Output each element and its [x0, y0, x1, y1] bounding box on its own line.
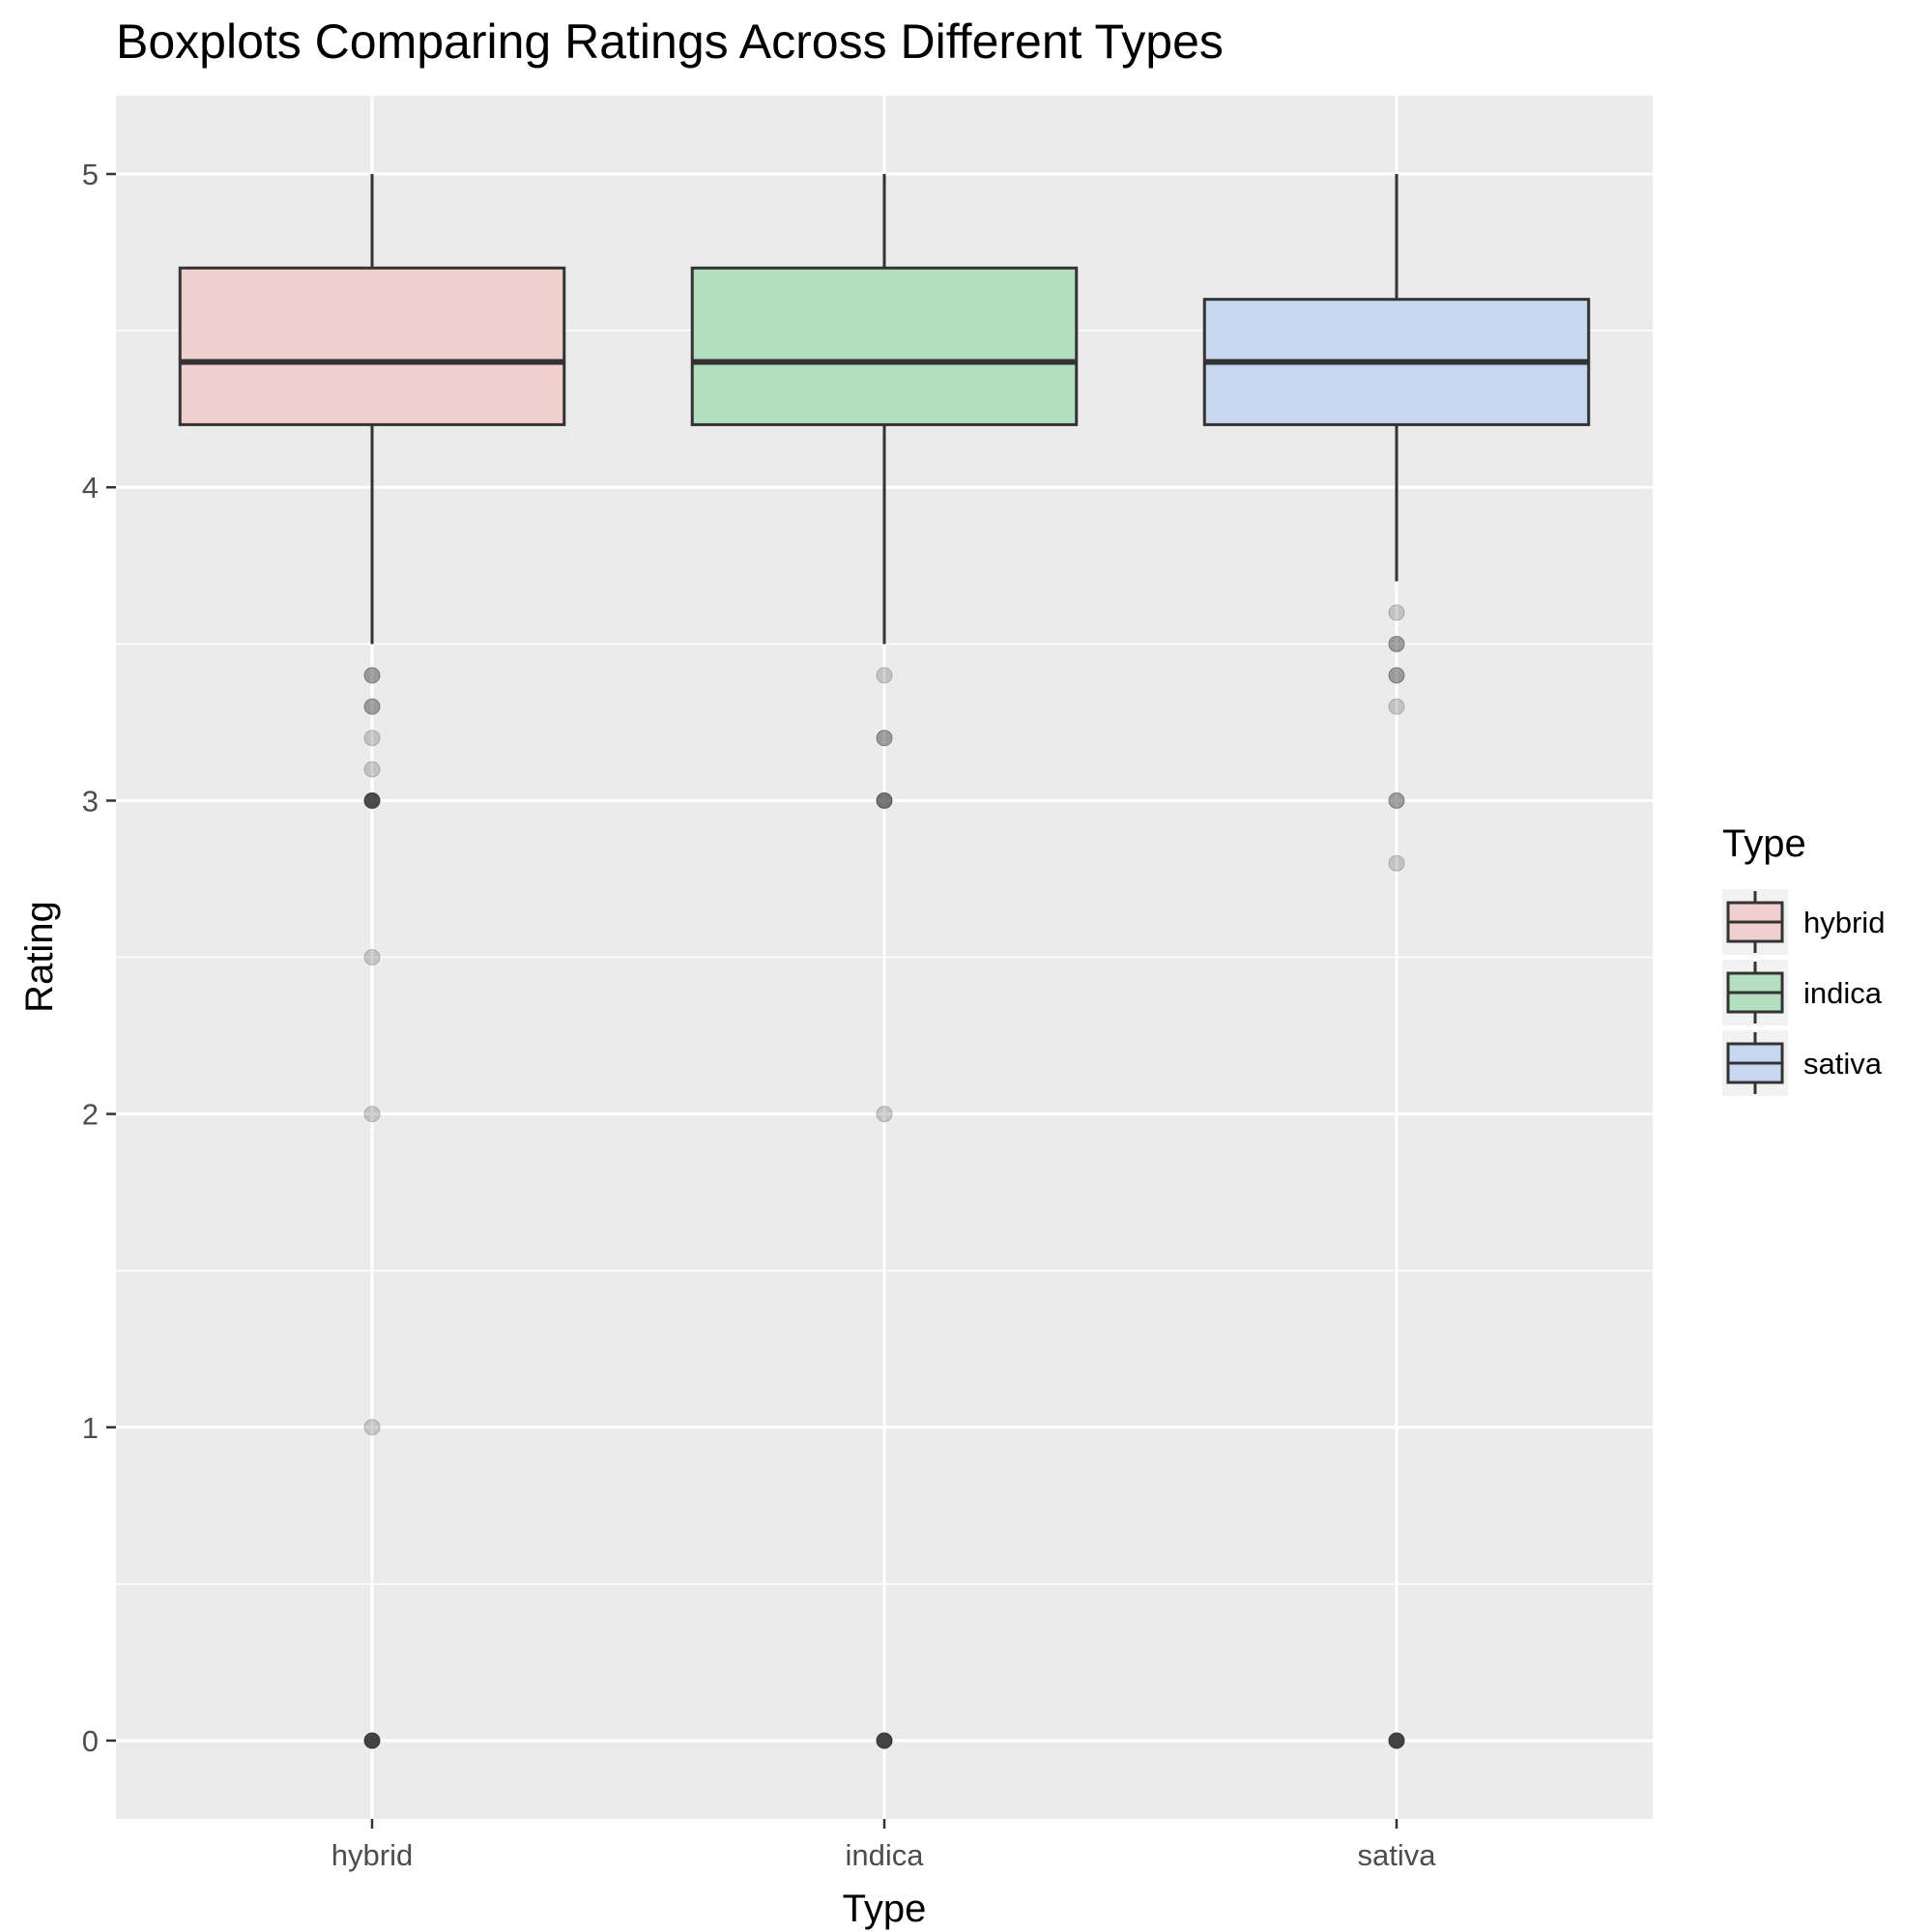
legend-label: hybrid [1803, 906, 1885, 939]
y-tick-label: 5 [82, 158, 99, 191]
outlier-point [363, 730, 381, 747]
x-axis: hybrid indica sativa [332, 1819, 1436, 1872]
y-tick-label: 3 [82, 784, 99, 818]
outlier-point [1388, 667, 1405, 684]
legend-item-hybrid: hybrid [1722, 889, 1885, 955]
outlier-point [876, 667, 893, 684]
boxes [178, 174, 1591, 1749]
x-tick-label: sativa [1358, 1838, 1437, 1872]
outlier-point [363, 761, 381, 778]
box-iqr [178, 266, 566, 426]
y-axis: 0 1 2 3 4 5 [82, 158, 116, 1758]
chart-title: Boxplots Comparing Ratings Across Differ… [116, 14, 1224, 69]
y-tick-label: 2 [82, 1098, 99, 1132]
outlier-point [363, 1419, 381, 1436]
outlier-point [363, 698, 381, 715]
x-tick-label: hybrid [332, 1838, 413, 1872]
outlier-point [363, 1732, 381, 1749]
legend: Type hybrid indica sativa [1722, 822, 1885, 1096]
box-sativa [1202, 174, 1591, 1749]
outlier-point [1388, 604, 1405, 621]
y-tick-label: 1 [82, 1411, 99, 1445]
x-axis-title: Type [843, 1888, 927, 1930]
box-indica [690, 174, 1079, 1749]
outlier-point [363, 949, 381, 966]
outlier-point [1388, 854, 1405, 872]
outlier-point [363, 667, 381, 684]
outlier-point [876, 1732, 893, 1749]
outlier-point [876, 792, 893, 809]
legend-label: sativa [1803, 1047, 1883, 1081]
box-iqr [690, 266, 1079, 426]
outlier-point [876, 730, 893, 747]
legend-item-indica: indica [1722, 960, 1883, 1025]
y-axis-title: Rating [18, 901, 61, 1013]
legend-title: Type [1722, 822, 1806, 865]
outlier-point [876, 1106, 893, 1123]
outlier-point [1388, 635, 1405, 652]
outlier-point [363, 1106, 381, 1123]
y-tick-label: 4 [82, 471, 99, 505]
outlier-point [1388, 792, 1405, 809]
outlier-point [363, 792, 381, 809]
x-tick-label: indica [846, 1838, 925, 1872]
legend-item-sativa: sativa [1722, 1030, 1883, 1096]
outlier-point [1388, 698, 1405, 715]
outlier-point [1388, 1732, 1405, 1749]
y-tick-label: 0 [82, 1724, 99, 1758]
legend-label: indica [1803, 976, 1883, 1010]
box-hybrid [178, 174, 566, 1749]
